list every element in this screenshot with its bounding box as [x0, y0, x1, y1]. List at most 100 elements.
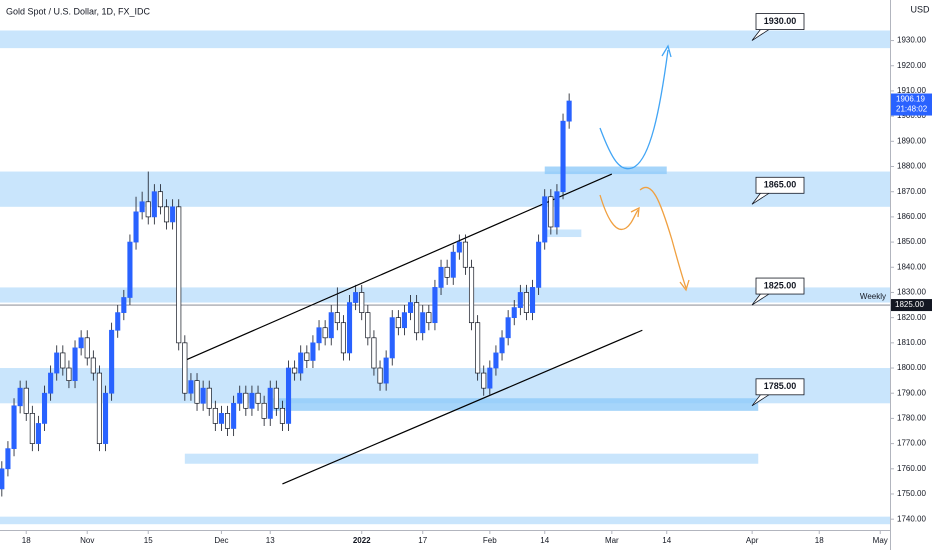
x-tick-label: 2022: [353, 536, 371, 545]
candle-body: [249, 392, 255, 409]
candle-body: [316, 327, 322, 344]
candle-body: [353, 292, 359, 303]
candle-body: [420, 312, 426, 334]
candle-body: [145, 201, 151, 218]
candle-body: [346, 302, 353, 354]
x-tick-label: Dec: [214, 536, 228, 545]
candle-body: [23, 387, 29, 414]
x-tick-label: 13: [266, 536, 275, 545]
callout-box: [755, 176, 805, 194]
candle-body: [334, 312, 340, 324]
candle-body: [133, 211, 139, 243]
candle-body: [60, 352, 66, 369]
candle-body: [511, 307, 517, 318]
y-tick-label: 1920.00: [897, 61, 926, 70]
candle-body: [499, 337, 505, 354]
candle-body: [389, 317, 395, 359]
candle-body: [371, 337, 377, 369]
projection-arrow: [599, 194, 639, 231]
zone: [0, 287, 890, 303]
candle-body: [548, 196, 554, 228]
candle-body: [517, 292, 523, 308]
candle-body: [529, 287, 536, 313]
candle-body: [151, 191, 157, 218]
candle-body: [78, 337, 84, 349]
candle-body: [444, 266, 450, 278]
candle-body: [139, 201, 145, 213]
candle-body: [560, 120, 566, 193]
callout-pointer: [751, 291, 773, 306]
y-tick-label: 1870.00: [897, 187, 926, 196]
zone: [0, 368, 890, 404]
candle-body: [401, 312, 407, 329]
candle-body: [505, 317, 511, 339]
callout-pointer: [751, 27, 773, 41]
y-tick-label: 1910.00: [897, 86, 926, 95]
candle-body: [438, 266, 444, 288]
x-tick-label: Apr: [746, 536, 759, 545]
last-price: 1906.19: [896, 95, 925, 104]
candle-body: [72, 347, 78, 381]
candle-body: [328, 312, 334, 339]
zone: [184, 453, 759, 464]
candle-body: [194, 380, 200, 404]
candle-body: [54, 352, 60, 374]
y-tick-label: 1930.00: [897, 36, 926, 45]
projection-arrow: [639, 187, 687, 289]
y-tick-label: 1790.00: [897, 388, 926, 397]
candle-body: [182, 342, 188, 394]
candle-body: [322, 327, 328, 339]
weekly-tag: [891, 299, 932, 312]
weekly-tag-label: 1825.00: [895, 300, 924, 309]
candle-body: [176, 206, 182, 344]
y-tick-label: 1880.00: [897, 162, 926, 171]
countdown: 21:48:02: [896, 105, 928, 114]
y-tick-label: 1760.00: [897, 464, 926, 473]
candle-body: [243, 392, 249, 409]
y-tick-label: 1810.00: [897, 338, 926, 347]
plot-area: Weekly: [0, 30, 890, 525]
zone: [0, 516, 890, 525]
candle-body: [566, 100, 572, 122]
y-tick-label: 1800.00: [897, 363, 926, 372]
callout-box: [755, 13, 805, 30]
candle-body: [481, 372, 487, 389]
candle-body: [163, 206, 170, 223]
candle-body: [536, 241, 542, 288]
candle-body: [237, 392, 243, 404]
x-tick-label: 14: [662, 536, 671, 545]
candle-body: [5, 448, 11, 470]
candle-body: [407, 302, 414, 313]
weekly-name: Weekly: [860, 292, 886, 301]
y-tick-label: 1820.00: [897, 313, 926, 322]
x-tick-label: 15: [144, 536, 153, 545]
candle-body: [255, 392, 261, 404]
x-tick-label: 17: [418, 536, 427, 545]
candle-body: [261, 402, 267, 419]
candle-body: [35, 423, 41, 444]
y-tick-label: 1860.00: [897, 212, 926, 221]
projection-arrow: [599, 49, 669, 170]
candle-body: [188, 380, 194, 394]
candle-body: [206, 387, 212, 409]
y-tick-label: 1850.00: [897, 237, 926, 246]
y-tick-label: 1840.00: [897, 262, 926, 271]
callout-label: 1825.00: [764, 280, 797, 290]
candle-body: [157, 191, 163, 208]
candle-body: [218, 413, 224, 424]
callout-pointer: [751, 392, 773, 407]
candle-body: [426, 312, 432, 324]
candle-body: [365, 312, 371, 339]
x-tick-label: 14: [540, 536, 549, 545]
candle-body: [475, 322, 481, 374]
candle-body: [109, 329, 115, 394]
candle-body: [377, 367, 383, 384]
callout-label: 1930.00: [764, 16, 797, 26]
candle-body: [340, 322, 346, 354]
arrow-head: [679, 279, 690, 292]
candle-body: [84, 337, 90, 359]
candle-body: [542, 196, 548, 243]
candle-body: [432, 287, 438, 324]
